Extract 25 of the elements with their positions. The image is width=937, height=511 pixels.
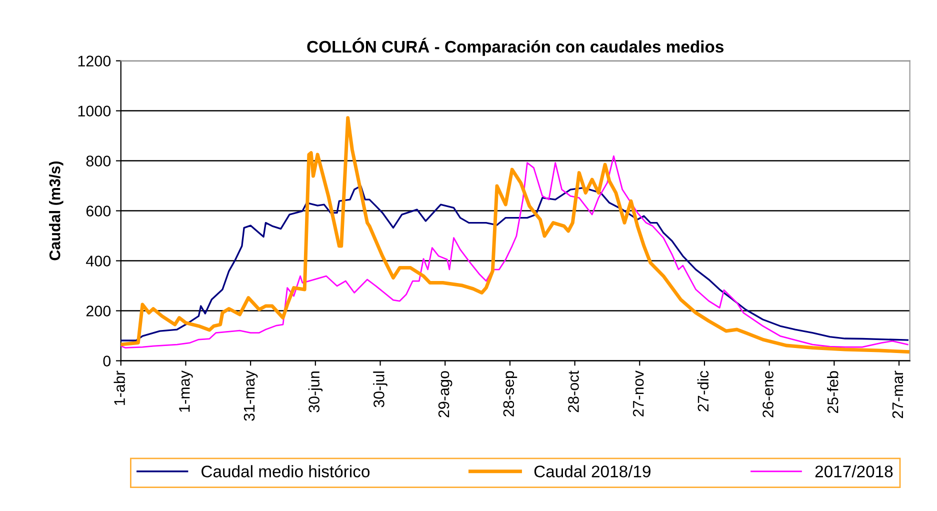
legend-label: 2017/2018 <box>815 465 893 478</box>
x-tick-label: 27-dic <box>697 370 709 412</box>
y-tick-label: 800 <box>86 156 111 166</box>
y-tick-label: 1000 <box>78 106 111 116</box>
x-tick-label: 1-abr <box>114 370 125 405</box>
x-tick-label: 28-sep <box>503 371 518 416</box>
y-tick-label: 0 <box>103 356 111 366</box>
y-tick-label: 200 <box>86 306 111 316</box>
y-tick-label: 400 <box>86 256 111 266</box>
x-tick-label: 31-may <box>244 370 258 421</box>
chart-title: COLLÓN CURÁ - Comparación con caudales medios <box>307 38 724 56</box>
x-tick-label: 25-feb <box>827 371 838 414</box>
y-tick-label: 600 <box>86 206 111 216</box>
legend-label: Caudal 2018/19 <box>534 465 650 478</box>
x-tick-label: 30-jul <box>373 372 388 408</box>
legend-label: Caudal medio histórico <box>202 464 370 478</box>
x-tick-label: 27-mar <box>892 370 904 418</box>
x-tick-label: 30-jun <box>308 371 323 412</box>
x-tick-label: 28-oct <box>568 370 579 412</box>
x-tick-label: 27-nov <box>632 370 644 416</box>
x-tick-label: 1-may <box>179 370 193 412</box>
y-axis-title: Caudal (m3/s) <box>49 161 64 260</box>
x-tick-label: 29-ago <box>438 371 452 418</box>
x-tick-label: 26-ene <box>762 371 774 418</box>
y-tick-label: 1200 <box>78 56 111 66</box>
